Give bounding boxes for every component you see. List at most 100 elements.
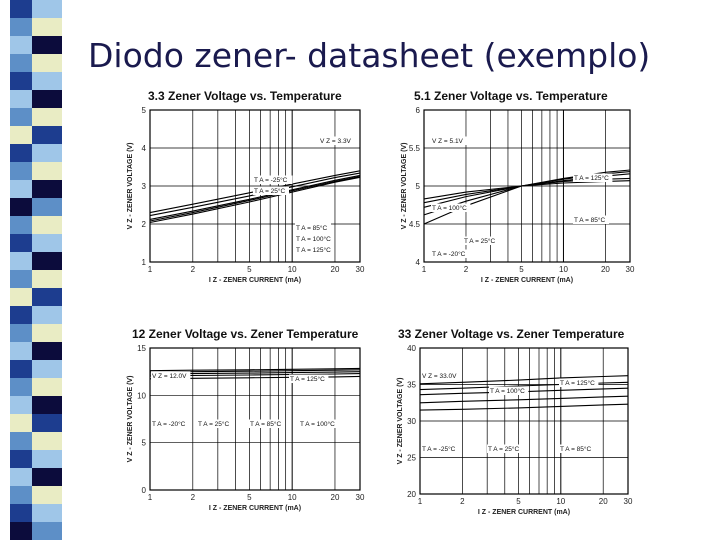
x-axis-label: I Z - ZENER CURRENT (mA) xyxy=(478,509,570,516)
annotation-bg xyxy=(573,215,609,224)
stripe-block xyxy=(32,144,62,162)
stripe-block xyxy=(10,450,32,468)
y-tick-label: 15 xyxy=(137,344,146,353)
chart-3v3-svg: 3.3 Zener Voltage vs. Temperature 1 2 3 4 5 1 2… xyxy=(127,89,365,284)
stripe-block xyxy=(32,18,62,36)
annotation-bg xyxy=(151,371,191,380)
chart-5v1-svg: 5.1 Zener Voltage vs. Temperature 4 4.5 5 5.… xyxy=(401,89,635,284)
slide-title: Diodo zener- datasheet (exemplo) xyxy=(88,36,651,75)
x-tick-label: 5 xyxy=(247,493,252,502)
annotation-bg xyxy=(559,444,595,453)
annotation-bg xyxy=(295,223,331,232)
annotation-label: T A = 85°C xyxy=(560,445,592,453)
y-tick-label: 4.5 xyxy=(409,220,421,229)
x-tick-label: 2 xyxy=(191,493,196,502)
x-tick-label: 10 xyxy=(556,497,565,506)
stripe-block xyxy=(32,180,62,198)
y-tick-label: 4 xyxy=(142,144,147,153)
series-line xyxy=(419,403,629,411)
annotation-bg xyxy=(573,173,613,182)
annotation-bg xyxy=(421,371,461,380)
annotation-label: T A = 25°C xyxy=(464,237,496,245)
x-axis-label: I Z - ZENER CURRENT (mA) xyxy=(481,277,573,284)
annotation-bg xyxy=(463,236,499,245)
chart-12v-svg: 12 Zener Voltage vs. Zener Temperature 0 5… xyxy=(127,327,365,512)
annotation-bg xyxy=(253,175,293,184)
stripe-block xyxy=(32,432,62,450)
x-tick-label: 5 xyxy=(247,265,252,274)
annotation-label: T A = 85°C xyxy=(250,420,282,428)
y-tick-label: 6 xyxy=(416,106,421,115)
stripe-block xyxy=(32,486,62,504)
annotation-bg xyxy=(295,234,335,243)
stripe-block xyxy=(32,324,62,342)
stripe-block xyxy=(10,54,32,72)
x-tick-label: 10 xyxy=(288,493,297,502)
annotation-bg xyxy=(421,444,461,453)
x-tick-label: 30 xyxy=(356,493,365,502)
stripe-block xyxy=(32,54,62,72)
y-tick-label: 0 xyxy=(142,486,147,495)
stripe-block xyxy=(10,162,32,180)
stripe-block xyxy=(10,288,32,306)
annotation-label: T A = 25°C xyxy=(488,445,520,453)
y-axis-label: V Z - ZENER VOLTAGE (V) xyxy=(401,143,408,230)
stripe-block xyxy=(32,360,62,378)
x-tick-label: 30 xyxy=(356,265,365,274)
chart-33v-svg: 33 Zener Voltage vs. Zener Temperature 20… xyxy=(397,327,633,516)
series-line xyxy=(419,375,629,385)
chart-panel-12v: 12 Zener Voltage vs. Zener Temperature 0 5… xyxy=(118,326,368,526)
stripe-block xyxy=(10,504,32,522)
stripe-block xyxy=(32,72,62,90)
stripe-block xyxy=(10,252,32,270)
annotation-label: T A = -25°C xyxy=(422,445,456,453)
chart-panel-3v3: 3.3 Zener Voltage vs. Temperature 1 2 3 4 5 1 2… xyxy=(118,88,368,298)
x-tick-label: 1 xyxy=(148,265,153,274)
annotation-label: V Z = 5.1V xyxy=(432,138,464,145)
series-line xyxy=(419,387,629,396)
stripe-block xyxy=(32,342,62,360)
y-axis-label: V Z - ZENER VOLTAGE (V) xyxy=(127,143,134,230)
annotation-bg xyxy=(431,203,471,212)
annotation-bg xyxy=(197,419,233,428)
stripe-block xyxy=(32,414,62,432)
stripe-block xyxy=(10,414,32,432)
y-tick-label: 1 xyxy=(142,258,147,267)
stripe-block xyxy=(32,288,62,306)
stripe-block xyxy=(10,522,32,540)
annotation-bg xyxy=(489,386,529,395)
stripe-block xyxy=(32,450,62,468)
stripe-block xyxy=(10,342,32,360)
x-tick-label: 30 xyxy=(626,265,635,274)
x-tick-label: 2 xyxy=(191,265,196,274)
y-axis-label: V Z - ZENER VOLTAGE (V) xyxy=(127,376,134,463)
x-tick-label: 30 xyxy=(624,497,633,506)
stripe-block xyxy=(10,324,32,342)
series-line xyxy=(149,175,361,222)
stripe-block xyxy=(32,108,62,126)
stripe-block xyxy=(32,216,62,234)
stripe-block xyxy=(10,216,32,234)
annotation-bg xyxy=(487,444,523,453)
stripe-block xyxy=(10,270,32,288)
stripe-block xyxy=(32,0,62,18)
annotation-bg xyxy=(319,136,355,145)
annotation-label: T A = 25°C xyxy=(198,420,230,428)
stripe-block xyxy=(32,468,62,486)
annotation-bg xyxy=(253,186,289,195)
x-tick-label: 5 xyxy=(516,497,521,506)
x-tick-label: 1 xyxy=(418,497,423,506)
stripe-block xyxy=(10,396,32,414)
stripe-block xyxy=(10,486,32,504)
stripe-block xyxy=(10,18,32,36)
series-line xyxy=(149,176,361,224)
annotation-label: T A = 125°C xyxy=(560,379,595,387)
stripe-block xyxy=(10,126,32,144)
annotation-label: T A = -20°C xyxy=(432,250,466,258)
y-tick-label: 20 xyxy=(407,490,416,499)
y-tick-label: 5.5 xyxy=(409,144,421,153)
y-tick-label: 5 xyxy=(142,439,147,448)
annotation-label: T A = 100°C xyxy=(490,387,525,395)
series-line xyxy=(423,171,631,204)
stripe-block xyxy=(10,360,32,378)
